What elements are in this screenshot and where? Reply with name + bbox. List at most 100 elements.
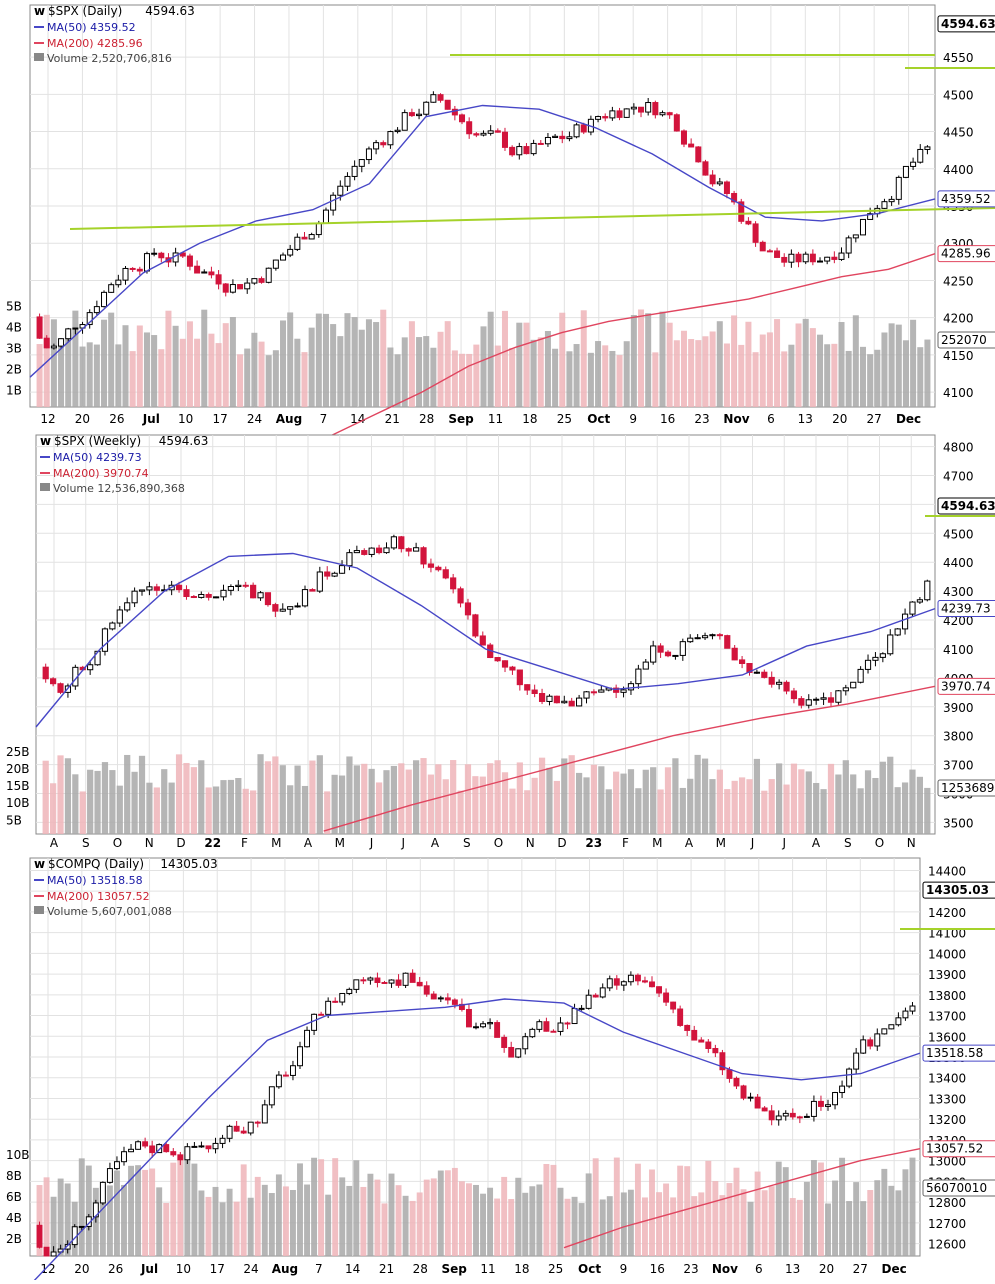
candle-body	[50, 1251, 57, 1257]
volume-bar	[87, 769, 94, 834]
x-tick-label: Sep	[448, 412, 474, 426]
x-tick-label: 24	[243, 1262, 258, 1276]
ma200-value-label-box	[937, 677, 995, 695]
volume-bar	[198, 760, 205, 834]
volume-bar	[494, 760, 501, 834]
x-tick-label: 23	[683, 1262, 698, 1276]
candle-body	[867, 213, 874, 220]
candle-body	[845, 237, 852, 254]
candle-body	[592, 994, 599, 998]
volume-bar	[796, 1199, 803, 1256]
volume-bar	[679, 787, 686, 834]
volume-bar	[240, 1164, 247, 1256]
volume-bar	[374, 1179, 381, 1256]
candle-body	[375, 547, 383, 554]
candle-body	[738, 659, 746, 665]
candle-body	[131, 590, 138, 604]
volume-bar	[121, 1184, 127, 1256]
candle-body	[268, 1086, 275, 1106]
candle-body	[879, 653, 886, 658]
x-tick-label: 23	[585, 836, 602, 850]
volume-bar	[768, 779, 775, 834]
x-tick-label: 16	[650, 1262, 665, 1276]
volume-bar	[602, 345, 609, 407]
volume-bar	[353, 765, 360, 834]
candle-body	[522, 1036, 529, 1050]
volume-bar	[839, 1157, 846, 1256]
ma200-value-label-box	[922, 1140, 995, 1158]
volume-bar	[824, 344, 831, 407]
volume-bar	[638, 309, 645, 407]
x-tick-label: A	[685, 836, 694, 850]
candle-body	[917, 148, 924, 163]
price-tick-label: 14000	[928, 947, 966, 961]
volume-bar	[809, 328, 816, 407]
volume-bar	[616, 355, 623, 407]
volume-bar	[72, 310, 79, 407]
candle-body	[888, 1024, 895, 1030]
volume-bar	[659, 311, 666, 407]
candle-body	[297, 1046, 303, 1067]
candle-body	[233, 1125, 240, 1132]
ma50-value-label-box	[937, 190, 995, 208]
candle-body	[213, 596, 220, 599]
candle-body	[712, 1047, 719, 1054]
volume-value-label: 56070010	[926, 1181, 987, 1195]
volume-bar	[509, 788, 516, 834]
candle-body	[124, 602, 131, 611]
candle-body	[852, 234, 859, 239]
volume-bar	[183, 762, 190, 834]
volume-bar	[664, 767, 672, 834]
volume-bar	[719, 1195, 726, 1256]
volume-bar	[827, 763, 835, 834]
volume-bar	[146, 782, 153, 834]
candle-body	[138, 589, 146, 592]
volume-bar	[170, 1162, 177, 1256]
candle-body	[387, 131, 394, 146]
volume-bar	[194, 338, 201, 407]
volume-bar	[398, 763, 405, 834]
x-tick-label: 6	[767, 412, 775, 426]
candle-body	[261, 1104, 268, 1124]
x-tick-label: N	[907, 836, 916, 850]
x-tick-label: 12	[40, 412, 55, 426]
candle-body	[620, 689, 627, 693]
price-tick-label: 3900	[943, 701, 974, 715]
volume-bar	[450, 760, 457, 834]
candle-body	[332, 1000, 339, 1003]
candle-body	[827, 697, 835, 703]
x-tick-label: 26	[109, 412, 124, 426]
candle-body	[229, 284, 236, 293]
candle-body	[566, 136, 573, 140]
price-tick-label: 4100	[943, 386, 974, 400]
volume-tick-label: 3B	[6, 341, 22, 355]
candle-body	[473, 1026, 479, 1029]
volume-bar	[79, 346, 86, 407]
volume-bar	[451, 1167, 458, 1256]
candle-body	[109, 622, 116, 630]
candle-body	[795, 253, 802, 263]
candle-body	[753, 671, 760, 674]
candle-body	[279, 608, 286, 612]
volume-bar	[561, 758, 568, 834]
volume-bar	[776, 763, 783, 834]
volume-bar	[702, 336, 709, 407]
x-tick-label: M	[716, 836, 726, 850]
candle-body	[663, 992, 670, 1003]
volume-bar	[559, 312, 566, 407]
candle-body	[652, 102, 659, 116]
candle-body	[325, 1000, 332, 1015]
candle-body	[790, 690, 798, 700]
candle-body	[679, 641, 686, 656]
volume-bar	[79, 791, 86, 834]
candle-body	[212, 1142, 219, 1150]
candle-body	[809, 253, 816, 263]
price-tick-label: 4100	[943, 643, 974, 657]
volume-tick-label: 6B	[6, 1190, 22, 1204]
volume-bar	[311, 1157, 318, 1256]
candle-body	[805, 699, 812, 706]
volume-bar	[852, 315, 859, 407]
ma200-value-label: 13057.52	[926, 1142, 983, 1156]
candle-body	[251, 278, 258, 284]
candle-body	[136, 268, 143, 272]
